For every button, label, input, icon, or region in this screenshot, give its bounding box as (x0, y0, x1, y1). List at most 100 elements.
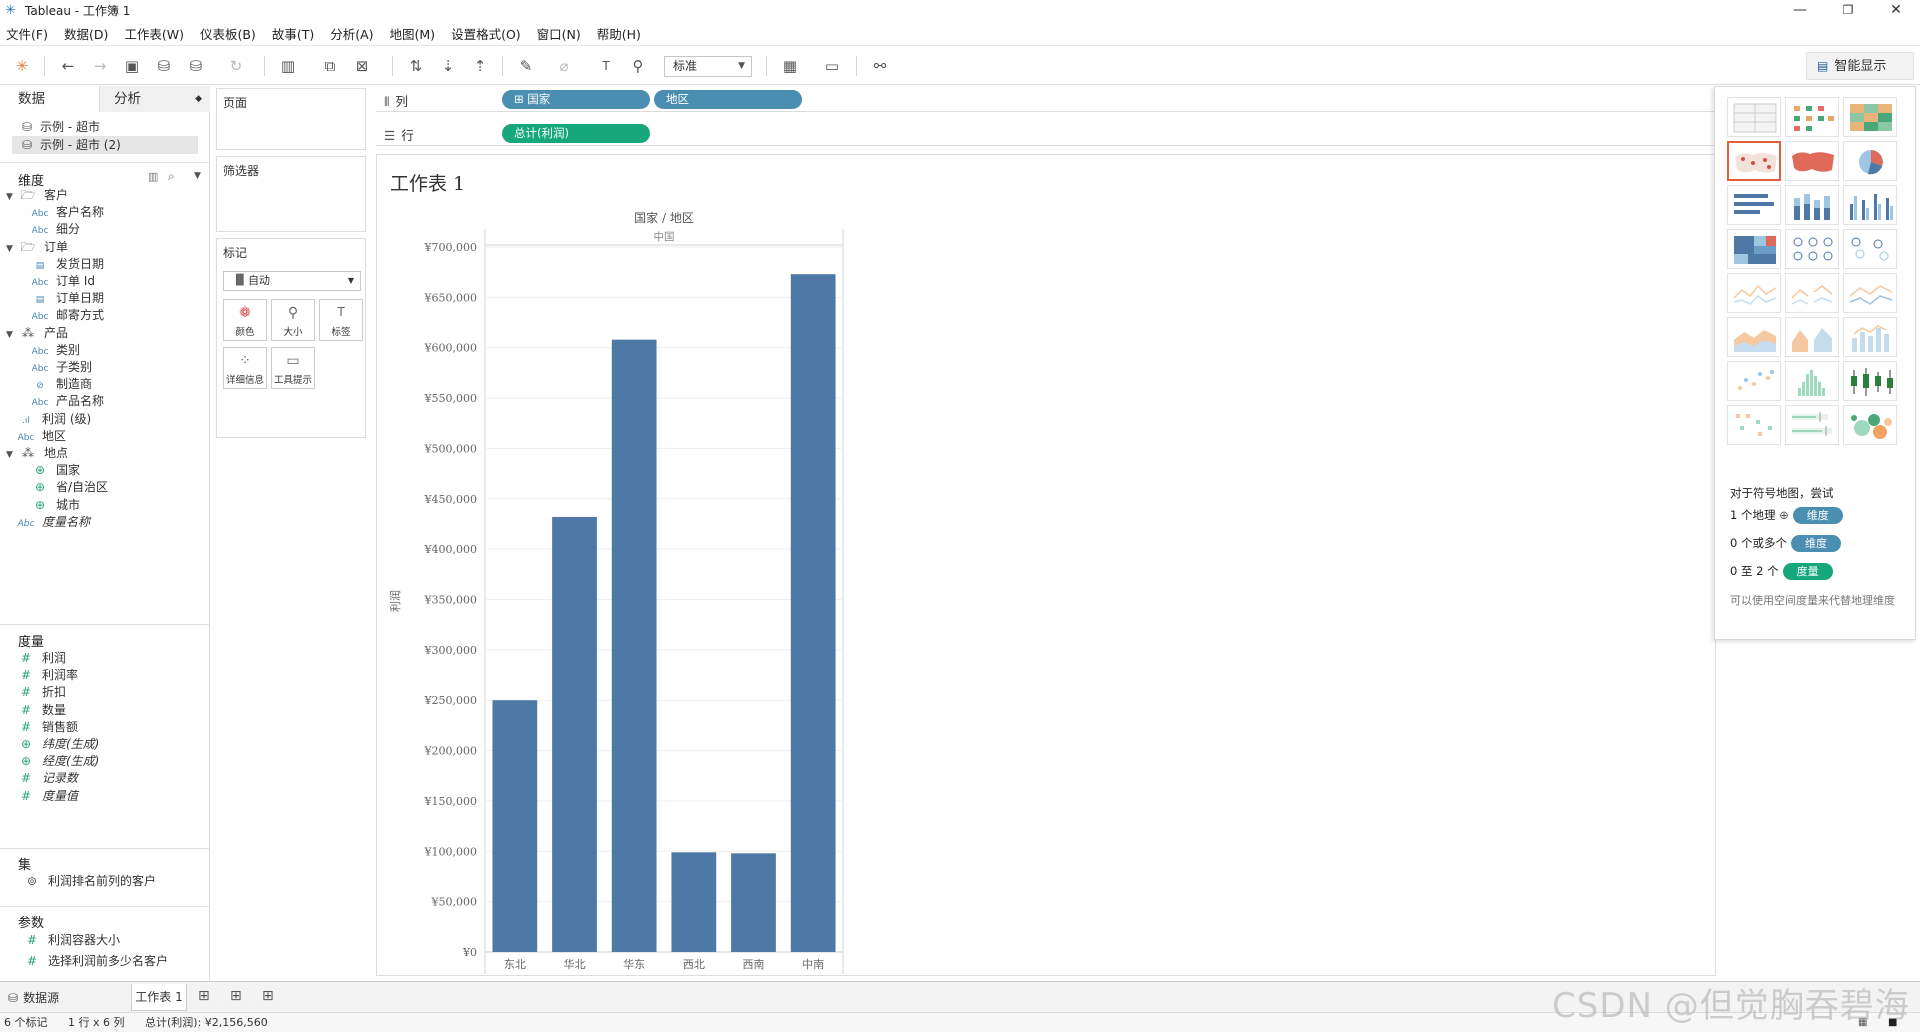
pause-updates-icon[interactable]: ⛁ (189, 57, 203, 75)
column-pill-country[interactable]: ⊞ 国家 (502, 90, 650, 109)
rows-shelf[interactable]: ☰ 行 总计(利润) (376, 120, 1716, 146)
measure-field[interactable]: # 销售额 (16, 718, 78, 736)
pie-chart-icon[interactable] (1843, 141, 1897, 181)
redo-icon[interactable]: → (93, 57, 107, 75)
measure-field[interactable]: ⊕ 纬度(生成) (16, 735, 99, 753)
parameter-item[interactable]: # 选择利润前多少名客户 (22, 952, 168, 970)
measure-field[interactable]: # 利润 (16, 649, 66, 667)
size-button[interactable]: ⚲ 大小 (271, 299, 315, 341)
dimension-field[interactable]: ▤ 发货日期 (30, 255, 104, 273)
show-cards-icon[interactable]: ▦ (782, 57, 798, 75)
box-whisker-icon[interactable] (1843, 361, 1897, 401)
datasource-item[interactable]: ⛁ 示例 - 超市 (22, 120, 100, 134)
field-folder[interactable]: ▼ 🗁 客户 (6, 186, 68, 204)
clear-sheet-icon[interactable]: ⊠ (355, 57, 369, 75)
refresh-icon[interactable]: ↻ (229, 57, 243, 75)
histogram-icon[interactable] (1785, 361, 1839, 401)
grid-view-icon[interactable]: ▦ (1858, 1017, 1868, 1028)
measure-field[interactable]: # 度量值 (16, 787, 78, 805)
group-icon[interactable]: ⌀ (559, 57, 569, 75)
minimize-button[interactable]: — (1793, 2, 1807, 18)
filters-card[interactable]: 筛选器 (216, 156, 366, 232)
new-worksheet-icon[interactable]: ▥ (280, 57, 296, 75)
presentation-mode-icon[interactable]: ▭ (824, 57, 840, 75)
highlight-table-icon[interactable] (1843, 97, 1897, 137)
menu-dashboard[interactable]: 仪表板(B) (199, 26, 256, 42)
fit-select[interactable]: 标准 ▼ (664, 56, 752, 77)
circle-views-icon[interactable] (1785, 229, 1839, 269)
stacked-bars-icon[interactable] (1785, 185, 1839, 225)
continuous-lines-icon[interactable] (1727, 273, 1781, 313)
menu-data[interactable]: 数据(D) (63, 26, 109, 42)
menu-format[interactable]: 设置格式(O) (451, 26, 521, 42)
pin-icon[interactable]: ⚲ (632, 57, 644, 75)
treemap-icon[interactable] (1727, 229, 1781, 269)
row-pill-sum-profit[interactable]: 总计(利润) (502, 124, 650, 143)
mark-type-select[interactable]: ▐▌ 自动 ▼ (223, 271, 361, 291)
chevron-down-icon[interactable]: ▼ (194, 171, 201, 181)
field-folder[interactable]: ▼ ⁂ 产品 (6, 324, 68, 342)
sort-descending-icon[interactable]: ⇡ (473, 57, 487, 75)
menu-analysis[interactable]: 分析(A) (330, 26, 374, 42)
dimension-field[interactable]: Abc 地区 (16, 427, 66, 445)
dimension-field[interactable]: ⊕ 城市 (30, 496, 80, 514)
tab-data[interactable]: 数据 (0, 86, 100, 112)
columns-shelf[interactable]: ⦀ 列 ⊞ 国家 地区 (376, 86, 1716, 112)
tooltip-button[interactable]: ▭ 工具提示 (271, 347, 315, 389)
dimension-field[interactable]: ⊕ 省/自治区 (30, 478, 108, 496)
tile-view-icon[interactable]: ■ (1888, 1017, 1898, 1028)
save-icon[interactable]: ▣ (124, 57, 140, 75)
menu-story[interactable]: 故事(T) (271, 26, 315, 42)
view-toggle-icon[interactable]: ▥ (148, 170, 159, 183)
tab-analysis[interactable]: 分析 ◆ (100, 86, 210, 112)
measure-field[interactable]: # 折扣 (16, 683, 66, 701)
menu-file[interactable]: 文件(F) (6, 26, 48, 42)
datasource-item-selected[interactable]: ⛁ 示例 - 超市 (2) (12, 136, 198, 154)
dimension-field[interactable]: Abc 产品名称 (30, 392, 104, 410)
new-worksheet-icon[interactable]: ⊞ (198, 988, 210, 1004)
detail-button[interactable]: ⁘ 详细信息 (223, 347, 267, 389)
dual-combination-icon[interactable] (1843, 317, 1897, 357)
sort-ascending-icon[interactable]: ⇣ (441, 57, 455, 75)
measure-field[interactable]: # 利润率 (16, 666, 78, 684)
gantt-chart-icon[interactable] (1727, 405, 1781, 445)
dimension-field[interactable]: Abc 度量名称 (16, 513, 90, 531)
horizontal-bars-icon[interactable] (1727, 185, 1781, 225)
close-button[interactable]: ✕ (1890, 2, 1902, 18)
label-button[interactable]: T 标签 (319, 299, 363, 341)
tableau-start-icon[interactable]: ✳ (15, 57, 29, 75)
dimension-field[interactable]: Abc 类别 (30, 341, 80, 359)
menu-help[interactable]: 帮助(H) (596, 26, 641, 42)
swap-icon[interactable]: ⇅ (409, 57, 423, 75)
packed-bubbles-icon[interactable] (1843, 405, 1897, 445)
show-me-button[interactable]: ▤ 智能显示 (1806, 52, 1914, 80)
symbol-map-icon[interactable] (1727, 141, 1781, 181)
dual-lines-icon[interactable] (1843, 273, 1897, 313)
search-icon[interactable]: ⌕ (168, 169, 175, 183)
measure-field[interactable]: # 数量 (16, 701, 66, 719)
bullet-graph-icon[interactable] (1785, 405, 1839, 445)
measure-field[interactable]: ⊕ 经度(生成) (16, 752, 99, 770)
dimension-field[interactable]: Abc 子类别 (30, 358, 92, 376)
side-by-side-circles-icon[interactable] (1843, 229, 1897, 269)
dimension-field[interactable]: ▤ 订单日期 (30, 289, 104, 307)
field-folder[interactable]: ▼ 🗁 订单 (6, 238, 68, 256)
tab-datasource[interactable]: ⛁ 数据源 (8, 991, 60, 1005)
measure-field[interactable]: # 记录数 (16, 769, 78, 787)
color-button[interactable]: ❁ 颜色 (223, 299, 267, 341)
highlight-icon[interactable]: ✎ (519, 57, 533, 75)
labels-icon[interactable]: T (602, 59, 610, 73)
duplicate-sheet-icon[interactable]: ⧉ (324, 57, 336, 75)
scatter-plot-icon[interactable] (1727, 361, 1781, 401)
menu-window[interactable]: 窗口(N) (536, 26, 581, 42)
column-pill-region[interactable]: 地区 (654, 90, 802, 109)
set-item[interactable]: ⊚ 利润排名前列的客户 (22, 872, 156, 890)
tab-sheet-1[interactable]: 工作表 1 (131, 984, 187, 1011)
dimension-field[interactable]: .ıl 利润 (级) (16, 410, 91, 428)
text-table-icon[interactable] (1727, 97, 1781, 137)
heat-map-icon[interactable] (1785, 97, 1839, 137)
area-discrete-icon[interactable] (1785, 317, 1839, 357)
discrete-lines-icon[interactable] (1785, 273, 1839, 313)
undo-icon[interactable]: ← (61, 57, 75, 75)
maximize-button[interactable]: ❐ (1842, 3, 1854, 17)
